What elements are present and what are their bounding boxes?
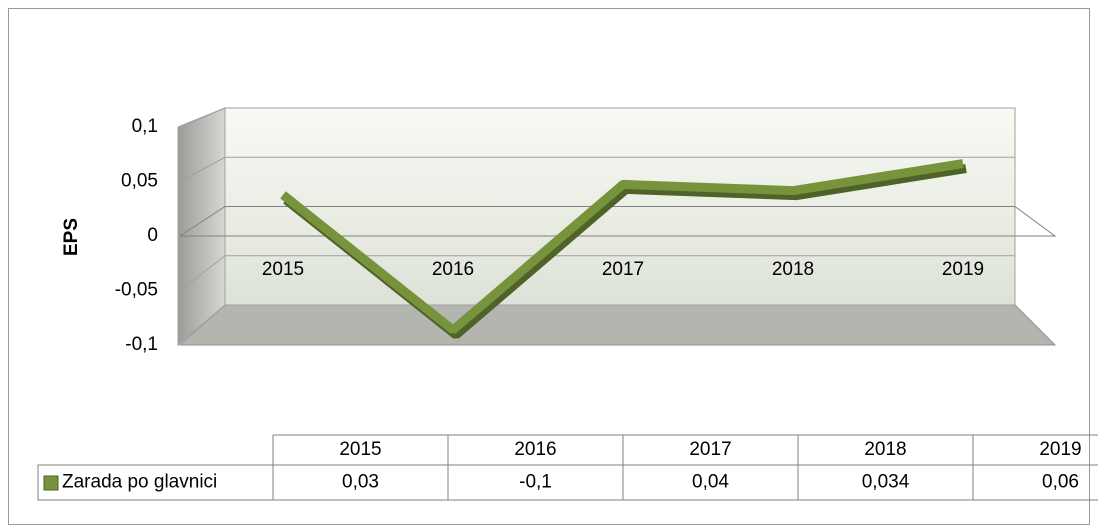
- grid-line: [179, 304, 1015, 346]
- table-header: 2017: [689, 439, 731, 460]
- grid-line: [179, 107, 1015, 128]
- table-cell: 0,034: [862, 472, 910, 493]
- legend-label: Zarada po glavnici: [62, 472, 217, 493]
- legend-swatch: [43, 475, 59, 491]
- y-axis-title: EPS: [61, 218, 82, 256]
- x-tick-label: 2019: [942, 259, 984, 280]
- grid-line: [179, 156, 1015, 182]
- table-header: 2015: [339, 439, 381, 460]
- grid-line: [179, 255, 1015, 291]
- table-cell: -0,1: [519, 472, 552, 493]
- table-cell: 0,04: [692, 472, 729, 493]
- table-header: 2019: [1039, 439, 1081, 460]
- x-tick-label: 2016: [432, 259, 474, 280]
- table-header: 2016: [514, 439, 556, 460]
- grid-line: [179, 206, 1057, 237]
- y-tick-label: -0,05: [115, 280, 158, 301]
- table-cell: 0,06: [1042, 472, 1079, 493]
- x-tick-label: 2015: [262, 259, 304, 280]
- table-header: 2018: [864, 439, 906, 460]
- x-tick-label: 2017: [602, 259, 644, 280]
- side-wall: [177, 107, 226, 347]
- x-tick-label: 2018: [772, 259, 814, 280]
- line: [280, 159, 964, 334]
- table-border: [37, 434, 1098, 501]
- y-tick-label: 0,05: [121, 171, 158, 192]
- floor: [178, 304, 1057, 346]
- y-tick-label: 0: [147, 225, 158, 246]
- y-tick-label: -0,1: [125, 334, 158, 355]
- table-cell: 0,03: [342, 472, 379, 493]
- y-tick-label: 0,1: [132, 116, 158, 137]
